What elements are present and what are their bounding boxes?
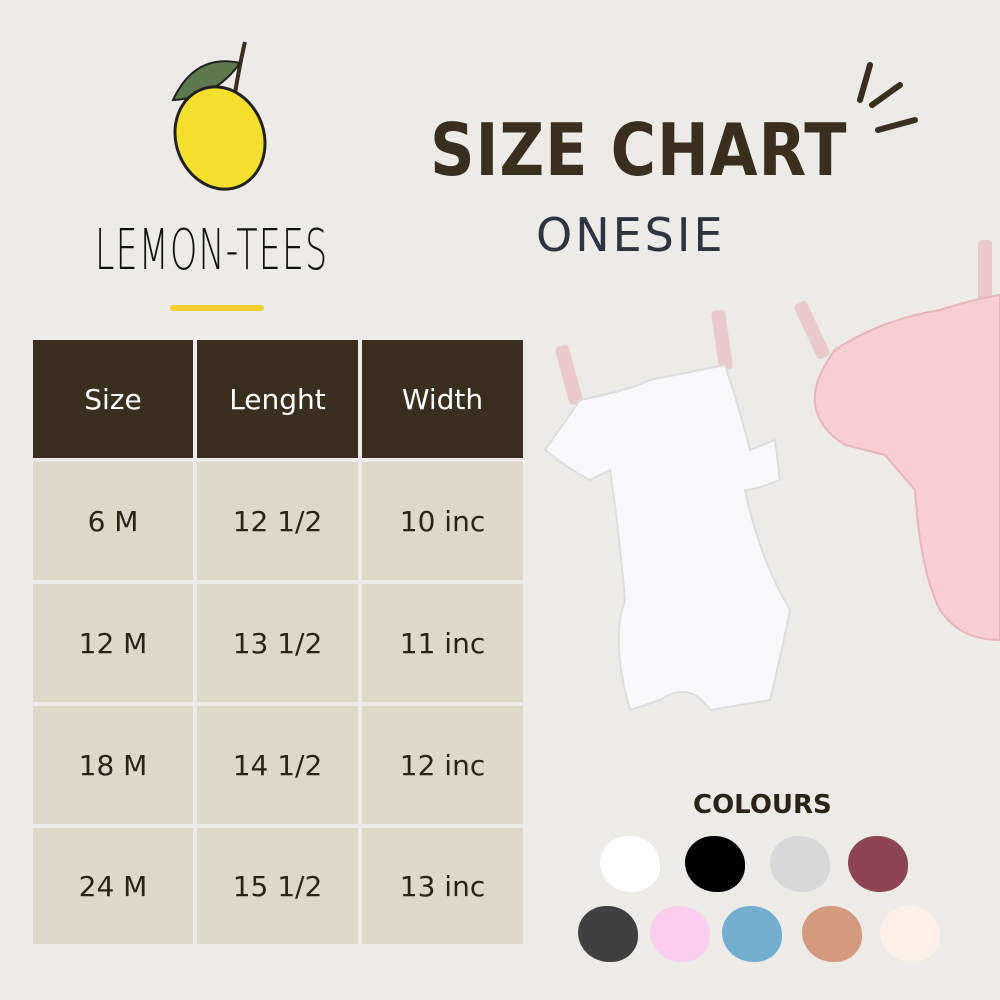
table-cell: 13 inc bbox=[362, 828, 523, 944]
column-header: Lenght bbox=[197, 340, 358, 458]
column-header: Width bbox=[362, 340, 523, 458]
onesie-photos bbox=[543, 240, 1000, 712]
table-cell: 24 M bbox=[33, 828, 193, 944]
page-subtitle: ONESIE bbox=[536, 208, 726, 262]
colour-swatch bbox=[650, 906, 710, 962]
table-cell: 18 M bbox=[33, 706, 193, 824]
brand-name: LEMON-TEES bbox=[95, 218, 329, 283]
sparkle-lines-icon bbox=[857, 62, 918, 133]
lemon-logo-icon bbox=[171, 41, 267, 191]
pink-onesie-image bbox=[794, 240, 1000, 642]
table-cell: 15 1/2 bbox=[197, 828, 358, 944]
colour-swatch bbox=[685, 836, 745, 892]
colour-swatch bbox=[848, 836, 908, 892]
colour-swatch bbox=[722, 906, 782, 962]
white-onesie-image bbox=[543, 309, 792, 712]
table-cell: 11 inc bbox=[362, 584, 523, 702]
table-cell: 12 1/2 bbox=[197, 462, 358, 580]
colour-swatch bbox=[600, 836, 660, 892]
table-cell: 12 inc bbox=[362, 706, 523, 824]
table-cell: 12 M bbox=[33, 584, 193, 702]
table-cell: 13 1/2 bbox=[197, 584, 358, 702]
colour-swatch bbox=[802, 906, 862, 962]
table-cell: 14 1/2 bbox=[197, 706, 358, 824]
colours-label: COLOURS bbox=[693, 790, 832, 820]
size-table: Size Lenght Width 6 M 12 1/2 10 inc 12 M… bbox=[33, 340, 523, 944]
colour-swatch bbox=[578, 906, 638, 962]
table-cell: 6 M bbox=[33, 462, 193, 580]
column-header: Size bbox=[33, 340, 193, 458]
brand-underline bbox=[170, 305, 264, 311]
colour-swatch bbox=[880, 906, 940, 962]
table-cell: 10 inc bbox=[362, 462, 523, 580]
page-title: SIZE CHART bbox=[430, 108, 848, 192]
colour-swatch bbox=[770, 836, 830, 892]
